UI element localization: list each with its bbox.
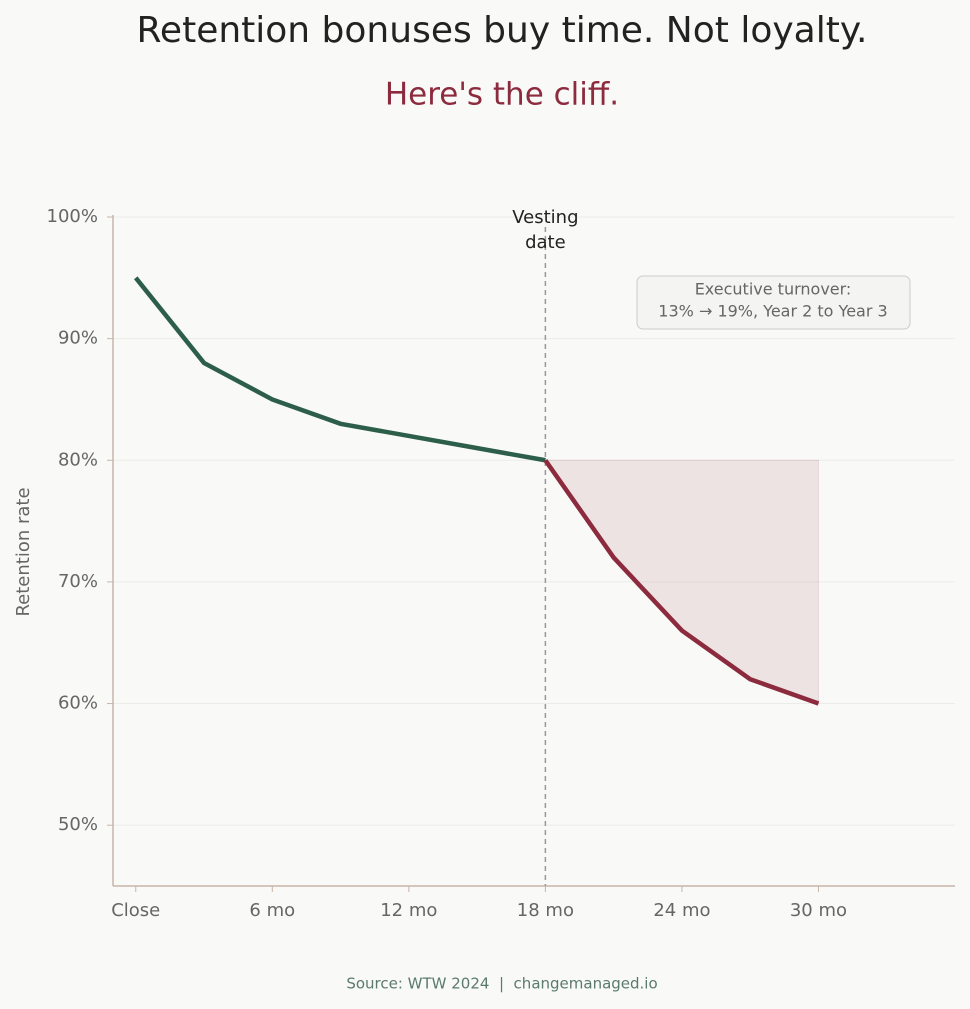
y-tick-label: 60% bbox=[58, 693, 98, 714]
x-tick-label: 18 mo bbox=[517, 900, 574, 921]
chart-subtitle: Here's the cliff. bbox=[385, 77, 619, 113]
chart-title: Retention bonuses buy time. Not loyalty. bbox=[137, 10, 868, 51]
y-tick-label: 80% bbox=[58, 449, 98, 470]
data-line bbox=[543, 458, 820, 706]
y-tick-label: 90% bbox=[58, 328, 98, 349]
annotation-text: 13% → 19%, Year 2 to Year 3 bbox=[658, 302, 887, 321]
x-tick-label: 12 mo bbox=[380, 900, 437, 921]
y-tick-label: 50% bbox=[58, 814, 98, 835]
x-tick-label: Close bbox=[111, 900, 160, 921]
y-tick-label: 70% bbox=[58, 571, 98, 592]
x-tick-label: 6 mo bbox=[249, 900, 295, 921]
y-axis-label: Retention rate bbox=[13, 487, 34, 616]
vesting-label: Vesting bbox=[512, 207, 578, 228]
x-tick-label: 30 mo bbox=[790, 900, 847, 921]
y-tick-label: 100% bbox=[47, 206, 98, 227]
annotation-box bbox=[636, 275, 911, 330]
source: Source: WTW 2024 | changemanaged.io bbox=[346, 975, 657, 993]
annotation-text: Executive turnover: bbox=[695, 280, 852, 299]
vesting-label: date bbox=[525, 232, 566, 253]
data-line bbox=[134, 276, 546, 463]
x-tick-label: 24 mo bbox=[653, 900, 710, 921]
